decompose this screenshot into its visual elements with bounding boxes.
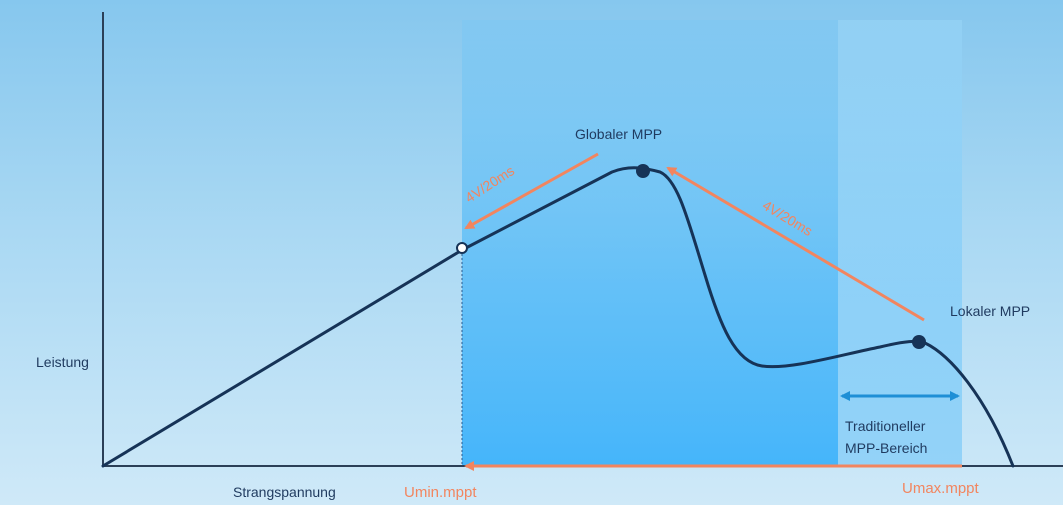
- traditional-range-label-line1: Traditioneller: [845, 418, 926, 434]
- power-voltage-curve: [101, 166, 1015, 468]
- local-mpp-label: Lokaler MPP: [950, 303, 1031, 319]
- global-mpp-point: [636, 164, 650, 178]
- umax-label: Umax.mppt: [902, 480, 979, 497]
- local-mpp-point: [912, 335, 926, 349]
- search-arrow-to-global-mpp: [666, 166, 925, 322]
- umin-label: Umin.mppt: [404, 484, 477, 501]
- search-arrow-to-umin: [464, 152, 599, 230]
- global-mpp-label: Globaler MPP: [575, 126, 663, 142]
- traditional-mpp-region: [838, 20, 962, 466]
- y-axis-label: Leistung: [36, 354, 89, 370]
- traditional-range-label-line2: MPP-Bereich: [845, 440, 928, 456]
- umin-operating-point: [456, 242, 468, 254]
- x-axis-label: Strangspannung: [233, 484, 336, 500]
